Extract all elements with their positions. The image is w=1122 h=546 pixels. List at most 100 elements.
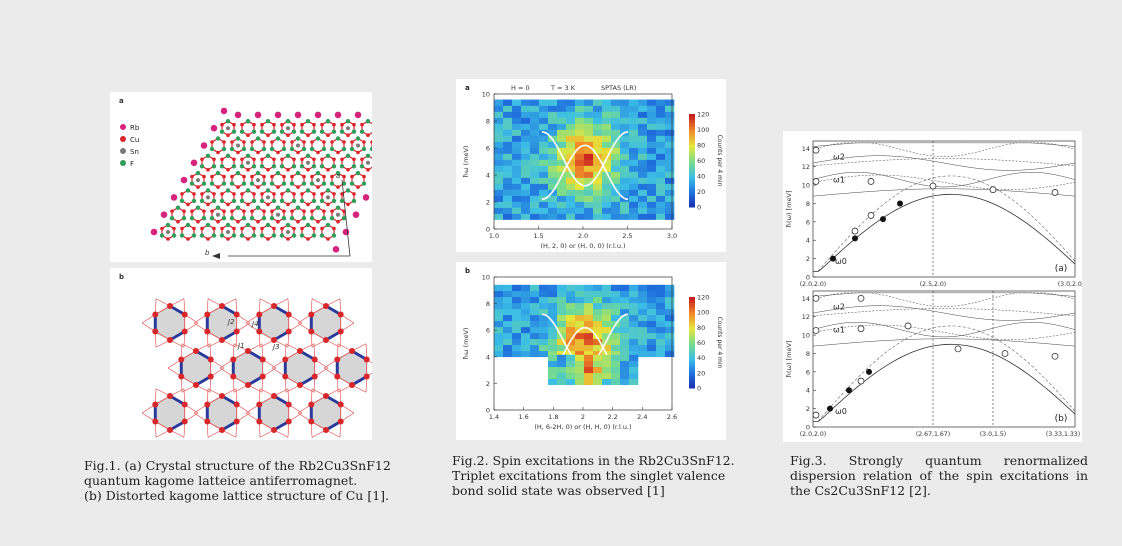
fig3-caption-line: the Cs2Cu3SnF12 [2]. (790, 483, 931, 498)
colorbar-segment (689, 176, 695, 180)
intensity-cell (548, 195, 558, 202)
intensity-cell (557, 302, 567, 310)
intensity-cell (593, 105, 603, 112)
intensity-cell (584, 189, 594, 196)
colorbar-segment (689, 336, 695, 340)
intensity-cell (665, 177, 675, 184)
mode-label-omega2: ω2 (833, 152, 845, 161)
legend-item-cu: Cu (120, 136, 139, 148)
cu-atom (312, 122, 316, 127)
intensity-cell (629, 135, 639, 142)
colorbar-segment (689, 194, 695, 199)
rb-atom (210, 124, 218, 132)
cu-atom (252, 122, 256, 127)
intensity-cell (593, 147, 603, 154)
intensity-cell (593, 177, 603, 184)
cu-site (271, 393, 277, 399)
cu-atom (290, 209, 294, 213)
x-tick-label: 1.8 (548, 413, 558, 421)
intensity-cell (665, 147, 675, 154)
colorbar-segment (689, 182, 695, 186)
f-atom (319, 129, 325, 134)
intensity-cell (584, 320, 594, 328)
intensity-cell (665, 159, 675, 166)
intensity-cell (557, 99, 567, 106)
intensity-cell (665, 207, 675, 214)
intensity-cell (503, 141, 513, 148)
intensity-cell (575, 378, 585, 386)
y-tick-label: 6 (806, 368, 810, 376)
f-atom (355, 136, 361, 141)
intensity-cell (638, 117, 648, 124)
data-point-filled (852, 235, 858, 242)
intensity-cell (548, 159, 558, 166)
cu-atom (212, 157, 216, 162)
cu-atom (326, 237, 330, 241)
intensity-cell (521, 183, 531, 190)
intensity-cell (503, 195, 513, 202)
intensity-cell (530, 129, 540, 136)
intensity-cell (611, 332, 621, 340)
panel-label: b (465, 267, 470, 275)
colorbar-tick-label: 100 (697, 126, 709, 134)
x-tick-label: 1.4 (489, 413, 499, 421)
cu-atom (292, 122, 296, 127)
x-tick-label: 2.2 (607, 413, 617, 421)
f-atom (341, 216, 347, 221)
dispersion-curve-upper (541, 131, 629, 187)
intensity-cell (530, 332, 540, 340)
f-atom (271, 129, 277, 134)
f-atom (235, 170, 241, 176)
intensity-cell (557, 372, 567, 380)
intensity-cell (665, 296, 675, 304)
intensity-cell (530, 105, 540, 112)
intensity-cell (629, 284, 639, 292)
intensity-cell (638, 105, 648, 112)
kagome-lattice-diagram (141, 298, 372, 438)
cu-atom (280, 157, 284, 162)
intensity-cell (548, 378, 558, 386)
intensity-cell (503, 350, 513, 358)
intensity-cell (647, 290, 657, 298)
cu-site (219, 427, 225, 433)
intensity-cell (566, 171, 576, 178)
colorbar-tick-label: 120 (697, 111, 709, 119)
intensity-cell (593, 159, 603, 166)
intensity-cell (629, 332, 639, 340)
intensity-cell (611, 165, 621, 172)
sn-atom (276, 212, 280, 217)
cu-site (178, 356, 185, 363)
x-tick-label: (2.0,2.0) (800, 431, 826, 438)
intensity-cell (521, 123, 531, 130)
colorbar-tick-label: 80 (697, 142, 705, 150)
intensity-cell (584, 177, 594, 184)
intensity-cell (548, 177, 558, 184)
f-atom (341, 146, 347, 152)
intensity-cell (629, 189, 639, 196)
f-atom (331, 198, 337, 204)
dispersion-branch (812, 324, 1076, 340)
intensity-cell (584, 338, 594, 346)
intensity-cell (575, 135, 585, 142)
colorbar-segment (689, 114, 695, 118)
intensity-cell (557, 117, 567, 124)
f-atom (185, 222, 191, 228)
intensity-cell (512, 123, 522, 130)
intensity-cell (494, 165, 504, 172)
intensity-cell (647, 153, 657, 160)
intensity-cell (611, 135, 621, 142)
intensity-cell (611, 147, 621, 154)
intensity-cell (584, 360, 594, 368)
intensity-cell (548, 213, 558, 220)
colorbar-segment (689, 138, 695, 143)
intensity-cell (530, 290, 540, 298)
data-point-open (904, 322, 912, 330)
intensity-cell (584, 344, 594, 352)
intensity-cell (656, 123, 666, 130)
intensity-cell (521, 165, 531, 172)
fig1-panel-b: b J2 J4 J1 J3 (110, 268, 372, 440)
intensity-cell (593, 372, 603, 380)
dispersion-branch (812, 155, 1076, 171)
intensity-cell (584, 147, 594, 154)
x-tick-label: (3.0,1.5) (980, 431, 1006, 438)
